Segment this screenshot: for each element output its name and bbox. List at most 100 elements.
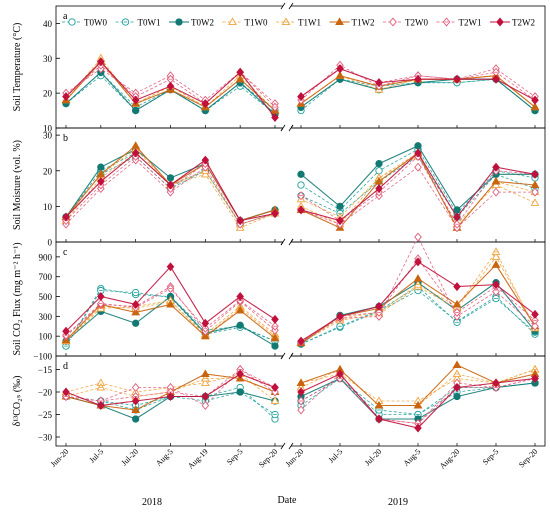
data-point: [131, 405, 141, 414]
y-tick-label: 900: [39, 252, 53, 262]
axis-break-gap: [283, 353, 291, 359]
data-point: [236, 321, 244, 329]
y-tick-label: −30: [38, 433, 53, 443]
axis-break-mark: [280, 442, 286, 450]
data-point: [336, 202, 344, 211]
data-point: [271, 113, 279, 123]
data-point: [62, 92, 70, 102]
data-point: [414, 162, 422, 172]
x-tick-label: Jul-20: [120, 447, 141, 468]
data-point: [236, 216, 244, 226]
data-point: [296, 378, 306, 387]
data-point: [414, 74, 422, 84]
data-point: [131, 299, 140, 309]
legend-marker: [335, 17, 344, 26]
legend-item-t0w2: T0W2: [169, 18, 214, 28]
panel-d: d −30 −25 −20 −15 δ¹³CO₂ₛ (‰): [12, 352, 546, 450]
data-point: [271, 383, 279, 392]
y-tick-label: 10: [43, 124, 53, 134]
data-point: [530, 102, 540, 111]
x-tick-label: Jul-5: [88, 447, 106, 465]
data-point: [336, 64, 344, 74]
data-point: [414, 148, 422, 158]
data-point: [201, 318, 210, 328]
x-tick-label: Sep-5: [481, 447, 501, 467]
legend-label: T1W0: [245, 18, 268, 28]
data-point: [453, 74, 461, 84]
axis-break-mark: [288, 352, 294, 360]
data-point: [452, 369, 462, 378]
y-tick-label: 40: [43, 19, 53, 29]
panel-c: c −100 100 300 500 700 900 Soil CO₂ Flux (mg m⁻…: [12, 232, 546, 362]
data-point: [270, 396, 280, 405]
y-axis-label: δ¹³CO₂ₛ (‰): [12, 376, 23, 427]
data-point: [271, 314, 279, 324]
legend-label: T2W1: [459, 18, 482, 28]
data-point: [413, 274, 423, 282]
legend-marker: [281, 17, 291, 26]
data-point: [97, 292, 105, 302]
data-point: [492, 280, 500, 290]
legend-label: T2W2: [512, 18, 535, 28]
x-axis-label: Date: [278, 495, 297, 506]
data-point: [96, 382, 106, 391]
data-point: [297, 170, 305, 178]
data-point: [166, 262, 175, 272]
data-point: [201, 99, 210, 109]
year-label-2019: 2019: [388, 497, 408, 508]
y-tick-label: 300: [39, 312, 53, 322]
data-point: [131, 95, 140, 105]
series-t2w2: [62, 148, 539, 226]
y-axis-label: Soil CO₂ Flux (mg m⁻² h⁻¹): [12, 242, 23, 355]
data-point: [132, 415, 140, 423]
series-line: [300, 261, 536, 342]
data-point: [530, 180, 540, 189]
data-point: [492, 287, 500, 297]
data-point: [97, 57, 105, 67]
data-point: [271, 387, 279, 397]
data-point: [375, 301, 383, 311]
axis-break-mark: [288, 2, 294, 10]
legend-label: T0W2: [191, 18, 214, 28]
y-tick-label: 20: [43, 166, 53, 176]
data-point: [236, 369, 244, 379]
data-point: [492, 74, 500, 84]
data-point: [166, 81, 175, 91]
data-point: [235, 74, 245, 83]
panel-letter: c: [63, 247, 68, 258]
data-point: [200, 369, 210, 378]
panel-letter: a: [63, 11, 68, 22]
data-point: [236, 67, 244, 77]
legend-marker: [496, 17, 504, 27]
series-t2w2: [62, 57, 539, 123]
data-point: [270, 333, 280, 342]
data-point: [491, 252, 501, 260]
series-t1w2: [61, 57, 540, 114]
legend-item-t1w0: T1W0: [222, 17, 268, 28]
data-point: [413, 400, 423, 409]
data-point: [96, 169, 106, 178]
data-point: [375, 78, 383, 88]
data-point: [166, 299, 175, 308]
data-point: [531, 374, 539, 383]
data-point: [375, 167, 383, 175]
series-line: [300, 166, 535, 229]
data-point: [374, 176, 384, 185]
axis-break-mark: [280, 352, 286, 360]
data-point: [491, 260, 501, 268]
data-point: [335, 71, 345, 79]
data-point: [97, 163, 105, 171]
panel-letter: d: [63, 361, 68, 372]
legend-marker: [68, 18, 76, 26]
data-point: [132, 319, 140, 327]
y-axis-label: Soil Temperature (°C): [12, 23, 23, 112]
data-point: [131, 148, 140, 158]
y-tick-label: 10: [43, 202, 53, 212]
x-tick-label: Aug-20: [438, 447, 462, 471]
legend-item-t1w2: T1W2: [329, 17, 375, 28]
series-t1w0: [61, 252, 540, 347]
legend-item-t0w0: T0W0: [62, 18, 107, 28]
data-point: [62, 326, 70, 336]
x-tick-label: Aug-19: [186, 447, 210, 471]
legend-marker: [228, 17, 237, 26]
